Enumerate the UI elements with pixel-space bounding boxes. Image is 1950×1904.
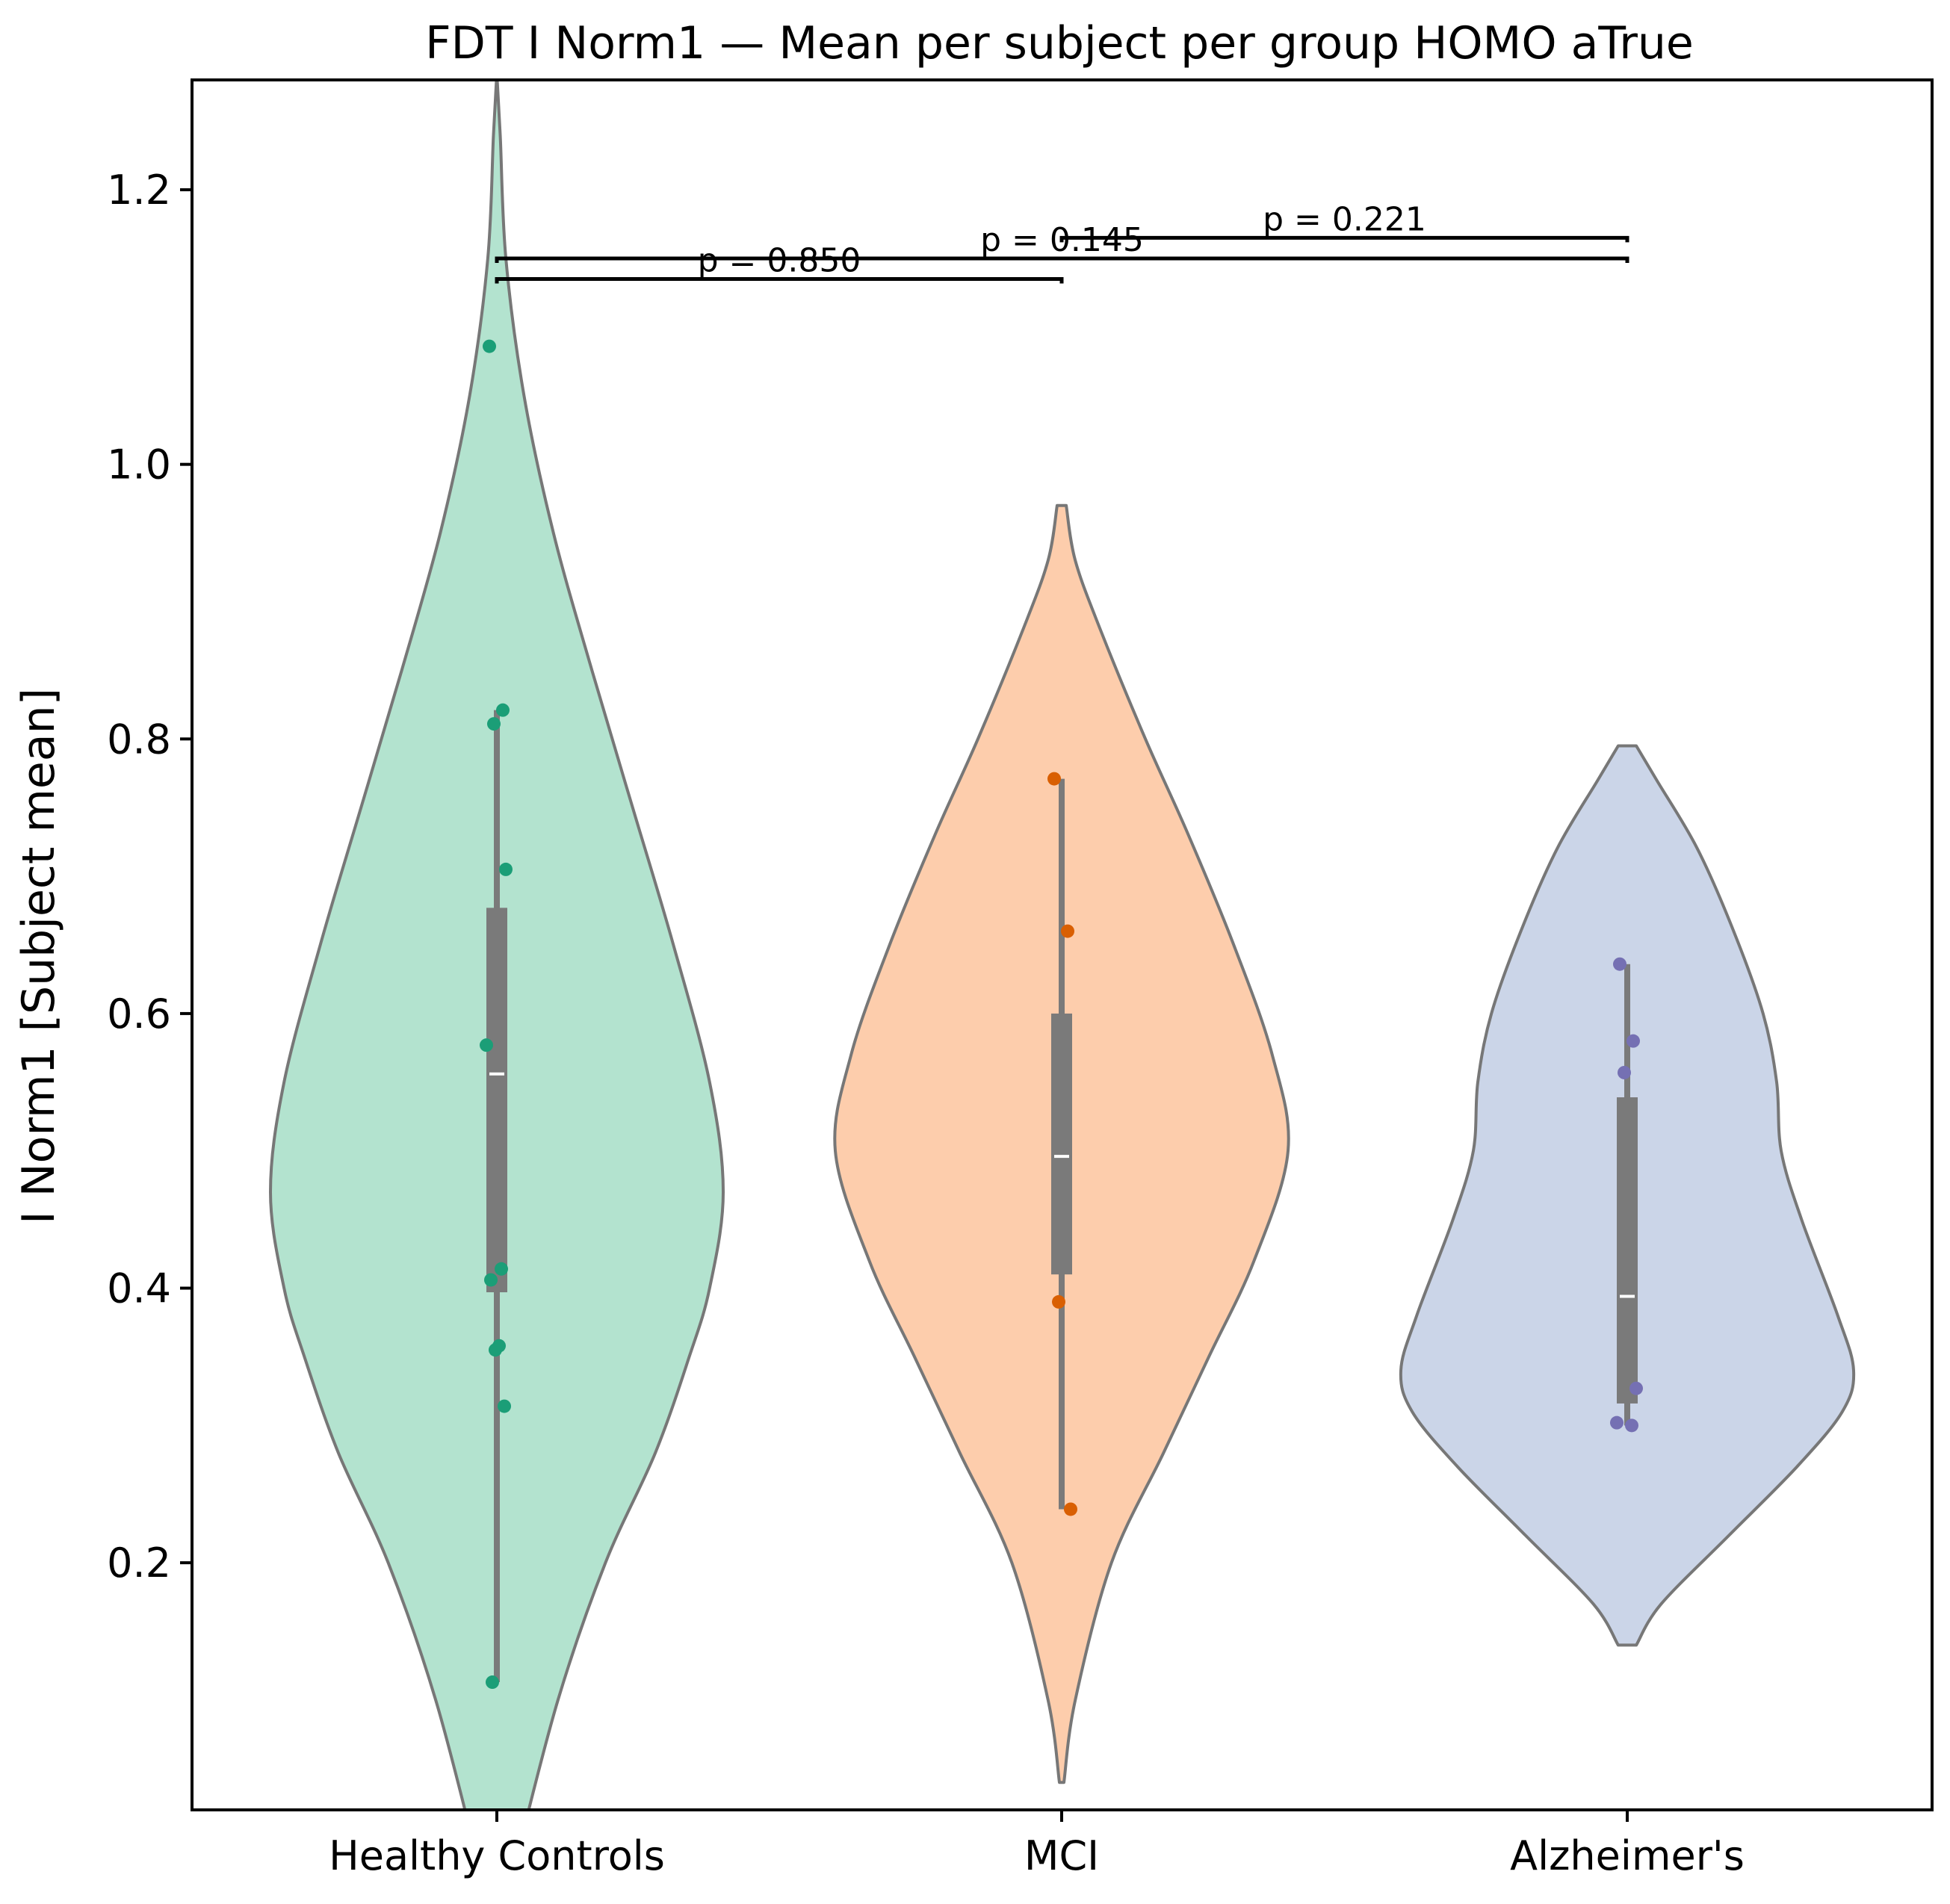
- p-value-label: p = 0.850: [698, 242, 861, 280]
- significance-bracket: [495, 256, 1629, 263]
- data-point: [483, 339, 496, 353]
- data-point: [484, 1273, 498, 1287]
- significance-bracket: [1059, 235, 1629, 243]
- plot-clip-group: [269, 80, 1856, 1810]
- data-point: [499, 862, 513, 876]
- data-point: [489, 1343, 502, 1357]
- data-point: [1626, 1034, 1640, 1048]
- data-point: [480, 1038, 493, 1052]
- significance-bracket: [495, 277, 1064, 284]
- y-tick-label: 0.6: [107, 990, 171, 1038]
- y-tick-label: 1.0: [107, 441, 171, 489]
- x-tick-label: MCI: [1024, 1832, 1099, 1879]
- chart-title: FDT I Norm1 — Mean per subject per group…: [425, 17, 1694, 69]
- data-point: [496, 703, 510, 717]
- data-point: [486, 1675, 499, 1690]
- y-tick-label: 0.4: [107, 1265, 171, 1312]
- x-tick-label: Healthy Controls: [329, 1832, 665, 1879]
- y-tick-label: 0.2: [107, 1539, 171, 1587]
- data-point: [1625, 1418, 1638, 1433]
- data-point: [1629, 1381, 1643, 1395]
- data-point: [498, 1399, 511, 1413]
- data-point: [1613, 957, 1626, 971]
- box-0: [486, 908, 507, 1293]
- data-point: [1064, 1502, 1077, 1516]
- data-point: [1061, 924, 1074, 938]
- y-tick-label: 1.2: [107, 167, 171, 214]
- data-point: [1052, 1294, 1065, 1309]
- data-point: [487, 717, 501, 731]
- data-point: [1618, 1065, 1631, 1079]
- box-1: [1051, 1013, 1072, 1275]
- data-point: [1047, 772, 1061, 786]
- data-point: [1610, 1415, 1624, 1430]
- y-tick-label: 0.8: [107, 716, 171, 763]
- x-tick-label: Alzheimer's: [1510, 1832, 1745, 1879]
- data-point: [495, 1262, 508, 1276]
- box-2: [1617, 1097, 1638, 1404]
- y-axis-label: I Norm1 [Subject mean]: [13, 688, 65, 1224]
- p-value-label: p = 0.221: [1263, 200, 1426, 238]
